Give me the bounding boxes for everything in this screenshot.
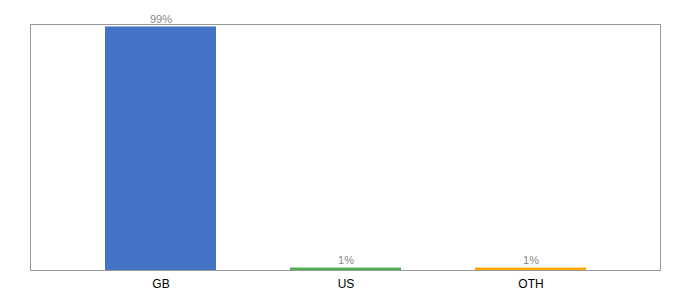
svg-text:1%: 1% <box>523 254 539 266</box>
svg-text:99%: 99% <box>150 13 172 25</box>
svg-text:OTH: OTH <box>518 277 543 291</box>
svg-text:US: US <box>338 277 355 291</box>
svg-text:GB: GB <box>152 277 169 291</box>
svg-text:1%: 1% <box>338 254 354 266</box>
